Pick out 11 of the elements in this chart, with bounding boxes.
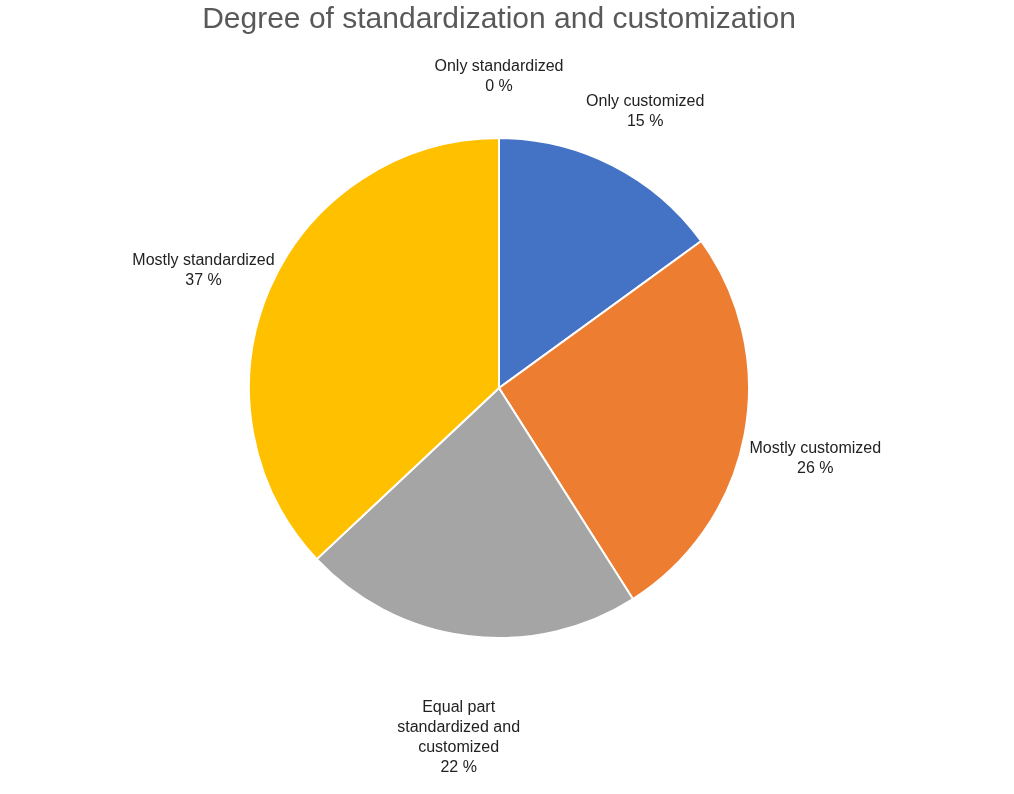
- data-label: 15 %: [626, 112, 664, 130]
- category-label: Only standardized: [434, 57, 564, 74]
- text: 0 %: [485, 77, 513, 94]
- slice-label: Mostly standardized: [132, 251, 275, 269]
- data-label: 37 %: [185, 271, 222, 289]
- chart-title: Degree of standardization and customization: [202, 1, 796, 34]
- data-label: 22 %: [440, 758, 477, 776]
- slice-label: Mostly customized: [749, 439, 882, 457]
- slice-label: Equal part standardized and customized: [397, 698, 521, 756]
- data-label: 26 %: [797, 459, 834, 477]
- slice-label: Only customized: [586, 92, 705, 110]
